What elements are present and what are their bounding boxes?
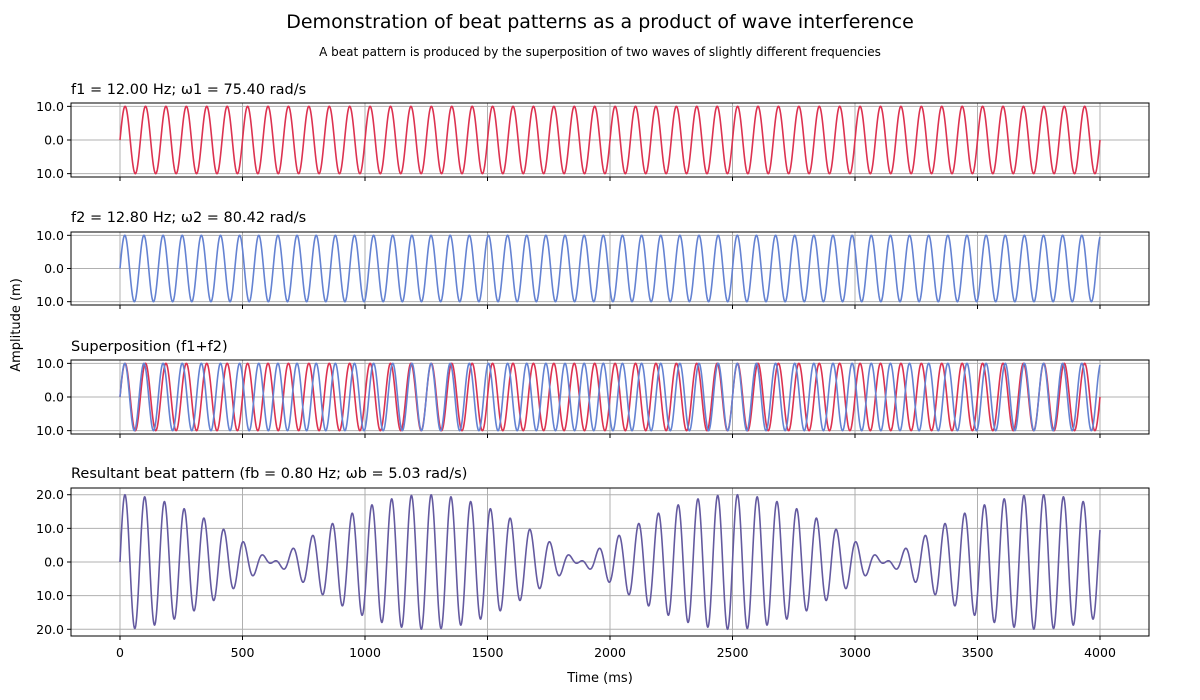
series-line-f2: [119, 362, 1101, 432]
panel-2: f2 = 12.80 Hz; ω2 = 80.42 rad/s 10.0 0.0 10…: [36, 210, 1150, 309]
panel-1: f1 = 12.00 Hz; ω1 = 75.40 rad/s 10.0 0.0 10…: [36, 82, 1150, 181]
series-line-f1+f2: [119, 493, 1101, 631]
y-tick-label: 20.0: [36, 622, 64, 637]
y-tick-label: 10.0: [36, 521, 64, 536]
y-tick-label: 10.0: [36, 294, 64, 309]
x-tick-label: 4000: [1084, 645, 1116, 660]
panel-3: Superposition (f1+f2) 10.0 0.0 10.0: [36, 339, 1150, 438]
y-tick-label: 10.0: [36, 588, 64, 603]
y-tick-label: 0.0: [44, 555, 64, 570]
axes-frame: [70, 102, 1150, 178]
x-tick-label: 0: [116, 645, 124, 660]
x-tick-label: 3500: [962, 645, 994, 660]
x-tick-label: 2500: [717, 645, 749, 660]
axes-frame: [70, 359, 1150, 435]
y-tick-label: 0.0: [44, 133, 64, 148]
axes-frame: [70, 487, 1150, 637]
x-axis-label: Time (ms): [566, 671, 633, 686]
y-tick-label: 10.0: [36, 423, 64, 438]
panel-4: Resultant beat pattern (fb = 0.80 Hz; ωb…: [36, 466, 1150, 660]
chart-title: Demonstration of beat patterns as a prod…: [286, 11, 914, 33]
y-tick-label: 20.0: [36, 487, 64, 502]
series-line-f1: [119, 105, 1101, 175]
panel-title: f2 = 12.80 Hz; ω2 = 80.42 rad/s: [71, 210, 306, 226]
y-tick-label: 10.0: [36, 166, 64, 181]
x-tick-label: 3000: [839, 645, 871, 660]
panel-title: f1 = 12.00 Hz; ω1 = 75.40 rad/s: [71, 82, 306, 98]
x-tick-label: 2000: [594, 645, 626, 660]
y-tick-label: 10.0: [36, 99, 64, 114]
x-tick-label: 1000: [349, 645, 381, 660]
axes-frame: [70, 231, 1150, 306]
x-tick-label: 1500: [472, 645, 504, 660]
y-axis-label: Amplitude (m): [9, 278, 24, 372]
y-tick-label: 10.0: [36, 228, 64, 243]
panels-group: f1 = 12.00 Hz; ω1 = 75.40 rad/s 10.0 0.0 10…: [36, 82, 1150, 660]
y-tick-label: 10.0: [36, 356, 64, 371]
panel-title: Resultant beat pattern (fb = 0.80 Hz; ωb…: [71, 466, 467, 482]
chart-subtitle: A beat pattern is produced by the superp…: [319, 45, 881, 59]
x-tick-label: 500: [231, 645, 255, 660]
y-tick-label: 0.0: [44, 261, 64, 276]
series-line-f2: [119, 234, 1101, 303]
panel-title: Superposition (f1+f2): [71, 339, 228, 355]
y-tick-label: 0.0: [44, 390, 64, 405]
